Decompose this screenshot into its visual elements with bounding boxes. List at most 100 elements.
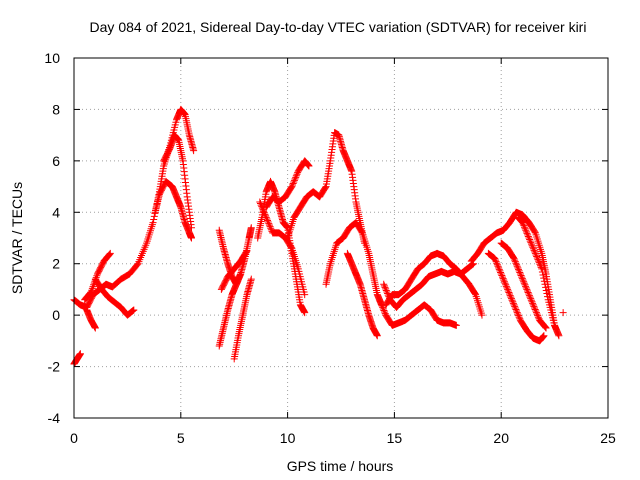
data-point-marker <box>511 256 519 264</box>
x-tick-label: 10 <box>280 430 296 446</box>
data-point-marker <box>500 278 508 286</box>
series-arc-u <box>467 208 559 329</box>
series-arc-q <box>343 249 381 340</box>
data-point-marker <box>520 278 528 286</box>
data-point-marker <box>538 265 546 273</box>
data-point-marker <box>497 268 505 276</box>
data-point-marker <box>91 277 99 285</box>
data-point-marker <box>76 350 84 358</box>
data-point-marker <box>520 223 528 231</box>
data-point-marker <box>496 267 504 275</box>
data-point-marker <box>106 249 114 257</box>
data-point-marker <box>509 299 517 307</box>
series-arc-g <box>81 249 114 304</box>
series-arc-b <box>151 177 195 242</box>
data-point-marker <box>379 305 387 313</box>
data-point-marker <box>522 226 530 234</box>
data-point-marker <box>530 246 538 254</box>
data-point-marker <box>260 209 268 217</box>
data-point-marker <box>190 147 198 155</box>
data-point-marker <box>515 267 523 275</box>
data-point-marker <box>383 288 391 296</box>
data-point-marker <box>260 207 268 215</box>
series-arc-p <box>322 219 386 309</box>
y-tick-label: 4 <box>52 204 60 220</box>
y-tick-label: -2 <box>48 359 61 375</box>
data-point-marker <box>511 258 519 266</box>
data-point-marker <box>105 251 113 259</box>
data-point-marker <box>510 255 518 263</box>
data-point-marker <box>533 254 541 262</box>
data-point-marker <box>534 313 542 321</box>
data-point-marker <box>150 215 158 223</box>
data-point-marker <box>305 162 313 170</box>
data-point-marker <box>380 282 388 290</box>
data-point-marker <box>93 272 101 280</box>
data-point-marker <box>504 287 512 295</box>
data-point-marker <box>529 299 537 307</box>
data-point-marker <box>288 183 296 191</box>
data-point-marker <box>88 286 96 294</box>
data-point-marker <box>256 200 264 208</box>
data-point-marker <box>524 231 532 239</box>
series-arc-e <box>83 306 99 332</box>
data-point-marker <box>129 307 137 315</box>
data-point-marker <box>267 224 275 232</box>
data-point-marker <box>507 295 515 303</box>
axes: 0 5 10 15 20 25 -4 -2 0 2 4 6 8 10 <box>44 50 616 446</box>
data-point-marker <box>258 203 266 211</box>
data-point-marker <box>528 240 536 248</box>
data-point-marker <box>92 275 100 283</box>
data-point-marker <box>526 236 534 244</box>
data-point-marker <box>515 313 523 321</box>
data-point-marker <box>237 270 245 278</box>
data-point-marker <box>247 275 255 283</box>
data-point-marker <box>511 304 519 312</box>
data-point-marker <box>514 264 522 272</box>
data-point-marker <box>532 309 540 317</box>
data-point-marker <box>504 285 512 293</box>
data-point-marker <box>500 276 508 284</box>
data-point-marker <box>493 259 501 267</box>
data-point-marker <box>505 289 513 297</box>
data-point-marker <box>382 286 390 294</box>
x-tick-label: 25 <box>600 430 616 446</box>
data-point-marker <box>90 281 98 289</box>
data-point-marker <box>381 283 389 291</box>
data-point-marker <box>291 175 299 183</box>
data-point-marker <box>264 218 272 226</box>
y-tick-label: -4 <box>48 410 61 426</box>
data-point-marker <box>523 285 531 293</box>
data-point-marker <box>502 281 510 289</box>
series-arc-c <box>160 131 195 232</box>
data-point-marker <box>541 323 549 331</box>
y-tick-label: 0 <box>52 307 60 323</box>
data-point-marker <box>513 307 521 315</box>
data-point-marker <box>544 293 552 301</box>
data-point-marker <box>513 261 521 269</box>
data-point-marker <box>106 250 114 258</box>
data-point-marker <box>543 290 551 298</box>
data-point-marker <box>528 298 536 306</box>
data-point-marker <box>531 304 539 312</box>
data-point-marker <box>373 332 381 340</box>
data-point-marker <box>92 274 100 282</box>
data-point-marker <box>512 305 520 313</box>
data-point-marker <box>380 280 388 288</box>
data-point-marker <box>506 292 514 300</box>
data-point-marker <box>187 234 195 242</box>
data-point-marker <box>522 284 530 292</box>
data-point-marker <box>517 272 525 280</box>
data-point-marker <box>509 298 517 306</box>
data-point-marker <box>257 201 265 209</box>
data-point-marker <box>265 221 273 229</box>
data-point-marker <box>290 178 298 186</box>
data-point-marker <box>503 284 511 292</box>
data-point-marker <box>520 279 528 287</box>
data-point-marker <box>529 301 537 309</box>
data-point-marker <box>535 259 543 267</box>
data-point-marker <box>290 176 298 184</box>
data-point-marker <box>258 204 266 212</box>
data-point-marker <box>262 213 270 221</box>
